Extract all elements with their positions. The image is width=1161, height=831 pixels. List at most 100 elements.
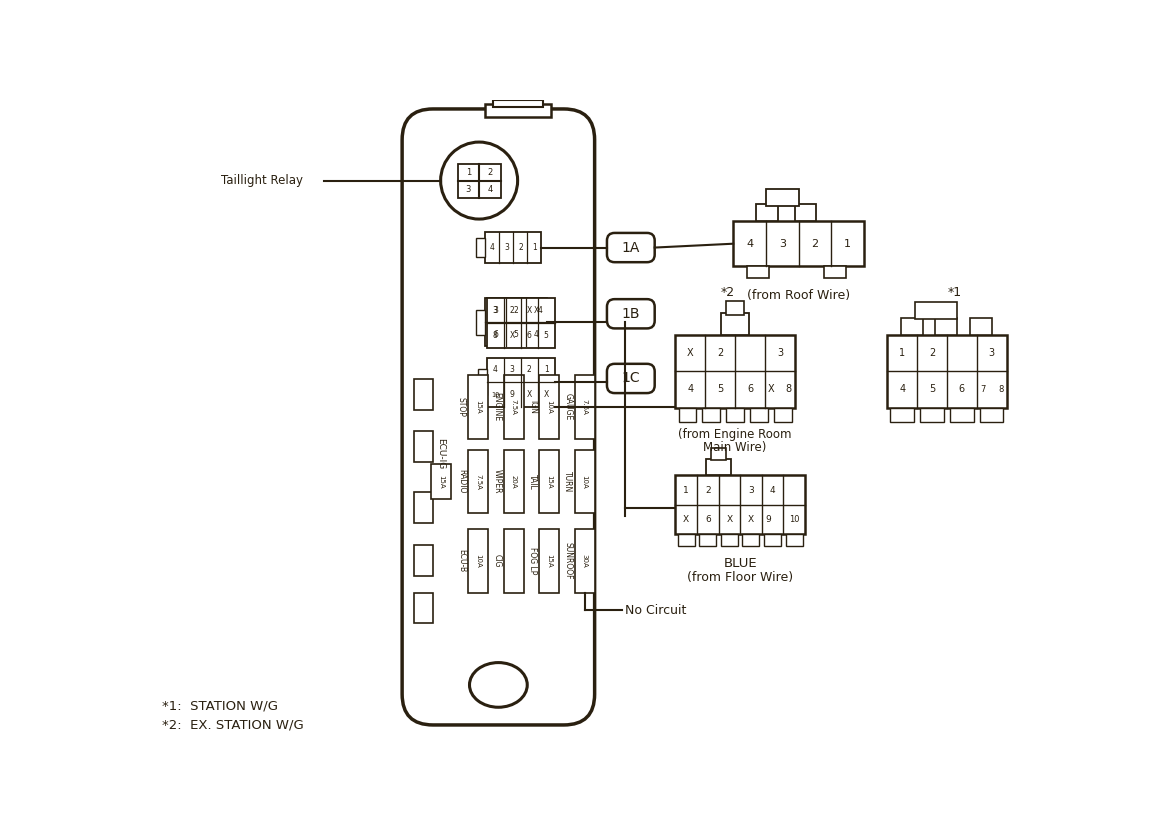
Bar [504, 450, 524, 514]
Text: *2: *2 [720, 286, 735, 298]
Text: X: X [748, 515, 753, 524]
Bar [764, 534, 781, 546]
Bar [734, 221, 864, 266]
Bar [485, 298, 547, 347]
Ellipse shape [469, 662, 527, 707]
Bar [539, 376, 560, 439]
Text: ECU-IG: ECU-IG [437, 438, 445, 470]
Text: 1: 1 [466, 168, 471, 177]
Bar [950, 408, 974, 421]
Text: TAIL: TAIL [528, 474, 536, 489]
Text: 15A: 15A [439, 475, 445, 489]
Text: 5: 5 [513, 330, 519, 339]
Text: 1: 1 [543, 366, 548, 375]
Text: 3: 3 [493, 306, 498, 315]
Text: 10A: 10A [475, 554, 482, 568]
Bar [890, 408, 914, 421]
FancyBboxPatch shape [607, 364, 655, 393]
Text: SUNROOF: SUNROOF [563, 542, 572, 580]
Bar [678, 534, 694, 546]
Text: 4: 4 [747, 238, 753, 248]
FancyBboxPatch shape [402, 109, 594, 725]
Text: X: X [510, 331, 514, 340]
Text: 2: 2 [812, 238, 819, 248]
Bar [747, 266, 769, 278]
Text: 3: 3 [466, 184, 471, 194]
Bar [468, 450, 489, 514]
Text: 4: 4 [538, 306, 542, 315]
Text: 2: 2 [513, 306, 519, 315]
Text: X: X [534, 306, 539, 315]
Bar [413, 379, 433, 410]
Text: 10: 10 [491, 391, 499, 397]
Bar [476, 310, 485, 335]
Text: 8: 8 [493, 331, 498, 340]
Bar [706, 459, 731, 475]
Bar [676, 475, 805, 534]
Text: *1: *1 [947, 286, 961, 298]
Bar [476, 238, 485, 257]
Bar [432, 464, 452, 499]
Text: X: X [687, 348, 694, 358]
Bar [980, 408, 1003, 421]
Text: (from Roof Wire): (from Roof Wire) [748, 289, 850, 302]
Text: 9: 9 [510, 390, 514, 399]
Text: 7.5A: 7.5A [511, 399, 517, 415]
Text: 7.5A: 7.5A [475, 474, 482, 489]
Text: 2: 2 [527, 366, 532, 375]
Bar [901, 317, 923, 335]
Text: 4: 4 [899, 385, 906, 395]
Bar [774, 408, 792, 421]
Text: IGN: IGN [528, 400, 536, 414]
Text: 9: 9 [765, 515, 771, 524]
Text: 2: 2 [929, 348, 935, 358]
Bar [486, 298, 555, 347]
Text: 3: 3 [493, 306, 498, 315]
Bar [575, 450, 594, 514]
Text: 8: 8 [998, 385, 1003, 394]
Text: ECU-B: ECU-B [457, 549, 466, 573]
Text: 1: 1 [844, 238, 851, 248]
Text: 6: 6 [493, 330, 498, 339]
Text: 4: 4 [490, 243, 495, 252]
Text: 3: 3 [777, 348, 783, 358]
Text: 4: 4 [493, 366, 498, 375]
Text: 2: 2 [488, 168, 492, 177]
Text: 20A: 20A [511, 475, 517, 489]
Bar [726, 301, 744, 315]
Bar [756, 204, 778, 221]
Text: X: X [543, 390, 549, 399]
Bar [702, 408, 720, 421]
Text: X: X [683, 515, 690, 524]
Text: X: X [527, 390, 532, 399]
Text: 1: 1 [532, 243, 536, 252]
Bar [676, 335, 795, 408]
Text: 3: 3 [504, 243, 509, 252]
Bar [413, 593, 433, 623]
Text: X: X [527, 306, 532, 315]
Text: 4: 4 [770, 485, 776, 494]
Bar [485, 104, 550, 117]
Text: *1:  STATION W/G: *1: STATION W/G [161, 700, 277, 713]
Text: GAUGE: GAUGE [563, 393, 572, 420]
Text: 5: 5 [717, 385, 723, 395]
Text: 4: 4 [687, 385, 693, 395]
Text: STOP: STOP [457, 397, 466, 417]
Bar [504, 376, 524, 439]
Bar [413, 493, 433, 524]
Text: 15A: 15A [546, 475, 553, 489]
Bar [795, 204, 816, 221]
Text: 7.5A: 7.5A [582, 399, 587, 415]
Text: 6: 6 [959, 385, 965, 395]
Text: 6: 6 [747, 385, 753, 395]
Bar [504, 529, 524, 593]
Text: 4: 4 [534, 330, 539, 339]
Text: (from Engine Room: (from Engine Room [678, 428, 792, 441]
Bar [413, 545, 433, 576]
Bar [485, 232, 541, 263]
Text: 5: 5 [929, 385, 935, 395]
Text: 10A: 10A [582, 475, 587, 489]
Bar [468, 529, 489, 593]
Bar [786, 534, 802, 546]
Text: 4: 4 [488, 184, 492, 194]
